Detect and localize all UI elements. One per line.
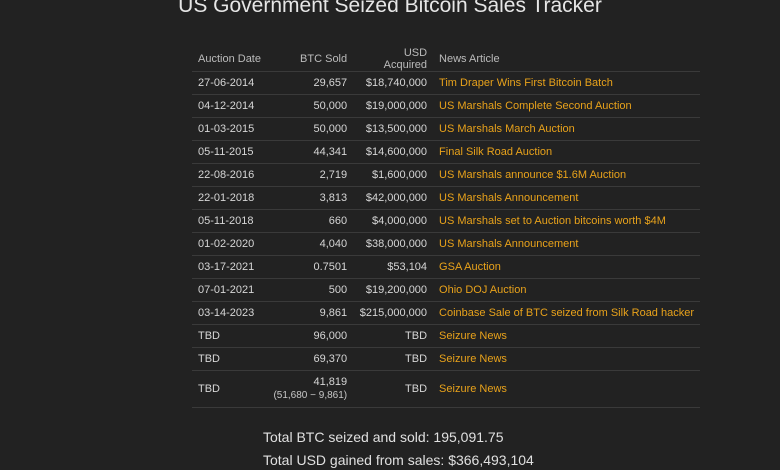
table-row: 05-11-2015 44,341 $14,600,000 Final Silk Ro… bbox=[192, 140, 700, 164]
table-row: 04-12-2014 50,000 $19,000,000 US Marshals C… bbox=[192, 94, 700, 118]
cell-btc: 2,719 bbox=[267, 163, 354, 187]
cell-usd: $53,104 bbox=[353, 255, 434, 279]
table-row: 01-03-2015 50,000 $13,500,000 US Marshals M… bbox=[192, 117, 700, 141]
table-row: 01-02-2020 4,040 $38,000,000 US Marshals An… bbox=[192, 232, 700, 256]
table-header-row: Auction Date BTC Sold USD Acquired News … bbox=[192, 47, 700, 72]
cell-btc: 69,370 bbox=[267, 347, 354, 371]
cell-date: 22-01-2018 bbox=[192, 186, 268, 210]
cell-btc-note: (51,680 − 9,861) bbox=[273, 390, 348, 401]
cell-btc: 3,813 bbox=[267, 186, 354, 210]
header-btc-sold: BTC Sold bbox=[267, 47, 354, 72]
cell-btc: 29,657 bbox=[267, 71, 354, 95]
news-article-link[interactable]: US Marshals Announcement bbox=[433, 186, 700, 210]
news-article-link[interactable]: Seizure News bbox=[433, 370, 700, 408]
total-usd: Total USD gained from sales: $366,493,10… bbox=[263, 452, 534, 468]
news-article-link[interactable]: US Marshals set to Auction bitcoins wort… bbox=[433, 209, 700, 233]
cell-usd: $4,000,000 bbox=[353, 209, 434, 233]
cell-date: 22-08-2016 bbox=[192, 163, 268, 187]
news-article-link[interactable]: US Marshals Announcement bbox=[433, 232, 700, 256]
totals: Total BTC seized and sold: 195,091.75 To… bbox=[263, 426, 534, 470]
table-row: TBD 96,000 TBD Seizure News bbox=[192, 324, 700, 348]
cell-date: 07-01-2021 bbox=[192, 278, 268, 302]
table-row: 07-01-2021 500 $19,200,000 Ohio DOJ Auction bbox=[192, 278, 700, 302]
cell-date: 03-14-2023 bbox=[192, 301, 268, 325]
auction-table: Auction Date BTC Sold USD Acquired News … bbox=[192, 47, 700, 408]
cell-date: 05-11-2015 bbox=[192, 140, 268, 164]
news-article-link[interactable]: Seizure News bbox=[433, 347, 700, 371]
table-row: 22-08-2016 2,719 $1,600,000 US Marshals ann… bbox=[192, 163, 700, 187]
table-row: 03-14-2023 9,861 $215,000,000 Coinbase Sale… bbox=[192, 301, 700, 325]
header-news-article: News Article bbox=[433, 47, 700, 72]
cell-usd: TBD bbox=[353, 370, 434, 408]
cell-date: TBD bbox=[192, 347, 268, 371]
total-btc: Total BTC seized and sold: 195,091.75 bbox=[263, 429, 504, 445]
cell-btc: 50,000 bbox=[267, 117, 354, 141]
news-article-link[interactable]: Coinbase Sale of BTC seized from Silk Ro… bbox=[433, 301, 700, 325]
cell-btc: 0.7501 bbox=[267, 255, 354, 279]
cell-usd: $38,000,000 bbox=[353, 232, 434, 256]
header-usd-acquired: USD Acquired bbox=[353, 47, 434, 72]
cell-date: 03-17-2021 bbox=[192, 255, 268, 279]
news-article-link[interactable]: Tim Draper Wins First Bitcoin Batch bbox=[433, 71, 700, 95]
cell-usd: $42,000,000 bbox=[353, 186, 434, 210]
cell-usd: $19,200,000 bbox=[353, 278, 434, 302]
cell-date: 04-12-2014 bbox=[192, 94, 268, 118]
cell-usd: $1,600,000 bbox=[353, 163, 434, 187]
cell-date: TBD bbox=[192, 324, 268, 348]
table-row: 27-06-2014 29,657 $18,740,000 Tim Draper Wi… bbox=[192, 71, 700, 95]
cell-btc: 50,000 bbox=[267, 94, 354, 118]
table-body: 27-06-2014 29,657 $18,740,000 Tim Draper Wi… bbox=[192, 71, 700, 408]
news-article-link[interactable]: US Marshals announce $1.6M Auction bbox=[433, 163, 700, 187]
table-row: TBD 41,819 (51,680 − 9,861) TBD Seizure … bbox=[192, 370, 700, 408]
cell-btc: 9,861 bbox=[267, 301, 354, 325]
cell-date: 01-02-2020 bbox=[192, 232, 268, 256]
cell-btc: 4,040 bbox=[267, 232, 354, 256]
cell-date: 05-11-2018 bbox=[192, 209, 268, 233]
news-article-link[interactable]: Ohio DOJ Auction bbox=[433, 278, 700, 302]
news-article-link[interactable]: GSA Auction bbox=[433, 255, 700, 279]
cell-usd: $18,740,000 bbox=[353, 71, 434, 95]
cell-btc: 96,000 bbox=[267, 324, 354, 348]
table-row: TBD 69,370 TBD Seizure News bbox=[192, 347, 700, 371]
cell-btc: 660 bbox=[267, 209, 354, 233]
header-auction-date: Auction Date bbox=[192, 47, 268, 72]
cell-usd: $14,600,000 bbox=[353, 140, 434, 164]
cell-usd: TBD bbox=[353, 324, 434, 348]
news-article-link[interactable]: US Marshals March Auction bbox=[433, 117, 700, 141]
news-article-link[interactable]: US Marshals Complete Second Auction bbox=[433, 94, 700, 118]
cell-usd: $13,500,000 bbox=[353, 117, 434, 141]
news-article-link[interactable]: Seizure News bbox=[433, 324, 700, 348]
cell-usd: TBD bbox=[353, 347, 434, 371]
cell-date: 01-03-2015 bbox=[192, 117, 268, 141]
cell-date: 27-06-2014 bbox=[192, 71, 268, 95]
cell-usd: $215,000,000 bbox=[353, 301, 434, 325]
table-row: 22-01-2018 3,813 $42,000,000 US Marshals An… bbox=[192, 186, 700, 210]
cell-btc-value: 41,819 bbox=[313, 376, 348, 388]
cell-date: TBD bbox=[192, 370, 268, 408]
cell-btc: 500 bbox=[267, 278, 354, 302]
table-row: 05-11-2018 660 $4,000,000 US Marshals set t… bbox=[192, 209, 700, 233]
cell-btc: 41,819 (51,680 − 9,861) bbox=[267, 370, 354, 408]
news-article-link[interactable]: Final Silk Road Auction bbox=[433, 140, 700, 164]
cell-btc: 44,341 bbox=[267, 140, 354, 164]
page-title: US Government Seized Bitcoin Sales Track… bbox=[178, 0, 602, 17]
cell-usd: $19,000,000 bbox=[353, 94, 434, 118]
table-row: 03-17-2021 0.7501 $53,104 GSA Auction bbox=[192, 255, 700, 279]
